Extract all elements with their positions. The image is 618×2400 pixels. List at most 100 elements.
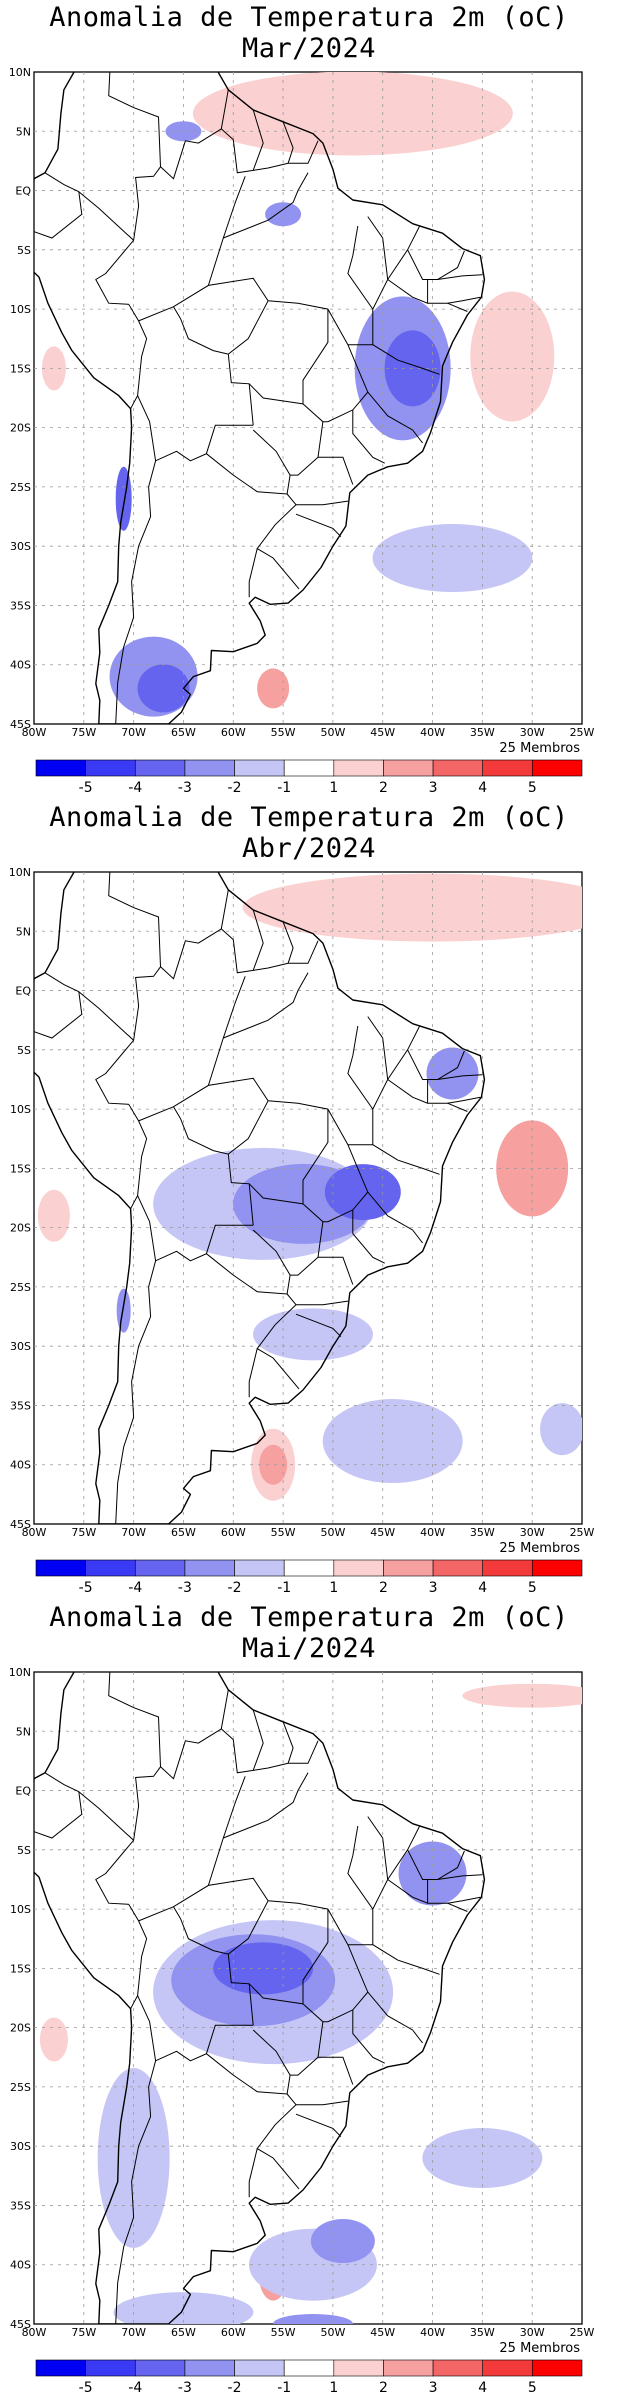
geography [34, 1672, 486, 2324]
lon-tick-label: 75W [71, 2326, 96, 2339]
border-line [367, 1016, 389, 1080]
lon-tick-label: 60W [221, 726, 246, 739]
lat-tick-label: 35S [10, 2199, 31, 2212]
anomaly-shading [192, 72, 513, 156]
colorbar-label: 5 [528, 780, 537, 796]
panel-title: Anomalia de Temperatura 2m (oC) Mai/2024 [49, 1602, 569, 1664]
lat-tick-label: 15S [10, 1962, 31, 1975]
colorbar-cell [432, 759, 484, 777]
lon-tick-label: 45W [370, 2326, 395, 2339]
border-line [252, 1709, 264, 1771]
lon-tick-label: 50W [320, 1526, 345, 1539]
colorbar: -5 -4 -3 -2 -1 1 2 3 4 5 [35, 759, 583, 796]
border-line [227, 300, 269, 355]
colorbar-label: 1 [329, 780, 338, 796]
colorbar-cell [184, 1559, 235, 1577]
border-line [347, 226, 374, 310]
colorbar-label: 3 [429, 1580, 438, 1596]
colorbar-cell [35, 1559, 86, 1577]
lat-tick-label: 5S [17, 1844, 31, 1857]
colorbar-cell [532, 2359, 583, 2377]
border-line [95, 1839, 148, 2009]
anomaly-shading [115, 466, 132, 531]
lat-tick-label: 15S [10, 1162, 31, 1175]
lat-tick-label: EQ [15, 985, 31, 998]
graticule [34, 1672, 582, 2324]
lat-tick-label: 10S [10, 1103, 31, 1116]
border-line [220, 128, 319, 174]
lon-tick-label: 65W [171, 2326, 196, 2339]
border-line [248, 1183, 304, 1205]
colorbar-cell [532, 759, 583, 777]
border-line [248, 1983, 304, 2005]
lon-tick-label: 25W [570, 726, 595, 739]
border-line [347, 1826, 374, 1910]
border-line [78, 1791, 134, 1841]
coastline [34, 872, 486, 1524]
lat-tick-label: 25S [10, 1281, 31, 1294]
border-line [78, 191, 134, 241]
colorbar-label: 3 [429, 780, 438, 796]
colorbar-cell [432, 2359, 484, 2377]
border-line [95, 1039, 148, 1209]
lat-tick-label: 5N [16, 925, 31, 938]
anomaly-shading [310, 2219, 375, 2264]
lon-tick-label: 55W [271, 726, 296, 739]
border-line [322, 1944, 369, 2023]
lat-tick-label: 40S [10, 2259, 31, 2272]
border-line [372, 1944, 440, 1975]
lat-tick-label: 10S [10, 303, 31, 316]
border-line [220, 1728, 319, 1774]
lon-tick-label: 25W [570, 2326, 595, 2339]
lon-tick-label: 70W [121, 1526, 146, 1539]
lon-tick-label: 40W [420, 726, 445, 739]
lat-tick-label: 35S [10, 599, 31, 612]
border-line [347, 1026, 374, 1110]
border-line [138, 306, 254, 426]
colorbar-cell [482, 759, 533, 777]
border-line [248, 548, 258, 598]
colorbar-label: 2 [379, 780, 388, 796]
colorbar-label: -5 [79, 1580, 93, 1596]
lat-tick-label: 20S [10, 1222, 31, 1235]
lat-tick-label: 30S [10, 540, 31, 553]
anomaly-shading [265, 202, 302, 227]
ensemble-members-label: 25 Membros [499, 1541, 580, 1556]
lat-tick-label: 25S [10, 481, 31, 494]
colorbar-cell [333, 2359, 384, 2377]
border-line [290, 1909, 329, 2076]
lon-tick-label: 65W [171, 726, 196, 739]
anomaly-shading [252, 1308, 373, 1361]
colorbar-label: -5 [79, 2380, 93, 2396]
colorbar-cell [333, 1559, 384, 1577]
geography [34, 872, 486, 1524]
colorbar-label: 2 [379, 1580, 388, 1596]
lon-tick-label: 65W [171, 1526, 196, 1539]
colorbar-cell [234, 759, 285, 777]
colorbar-label: 4 [478, 780, 487, 796]
border-line [34, 1772, 83, 1839]
lon-tick-label: 30W [520, 726, 545, 739]
colorbar-cell [383, 2359, 434, 2377]
lon-tick-label: 60W [221, 1526, 246, 1539]
lat-tick-label: 40S [10, 1459, 31, 1472]
colorbar-cell [234, 1559, 285, 1577]
anomaly-shading [322, 1399, 463, 1484]
border-line [173, 1025, 421, 1146]
border-line [282, 1721, 294, 1764]
border-line [318, 2056, 354, 2085]
border-line [437, 1074, 483, 1080]
colorbar-label: -4 [128, 1580, 142, 1596]
anomaly-shading [137, 664, 190, 713]
lat-tick-label: 10N [9, 1666, 31, 1679]
lat-tick-label: 10N [9, 866, 31, 879]
border-line [137, 1195, 254, 1262]
lon-tick-label: 45W [370, 1526, 395, 1539]
border-line [282, 121, 294, 164]
colorbar-label: -2 [228, 2380, 242, 2396]
colorbar-label: 5 [528, 1580, 537, 1596]
anomaly-shading [259, 1444, 288, 1485]
colorbar-label: -3 [178, 780, 192, 796]
border-line [372, 1144, 440, 1175]
border-line [290, 1109, 329, 1276]
